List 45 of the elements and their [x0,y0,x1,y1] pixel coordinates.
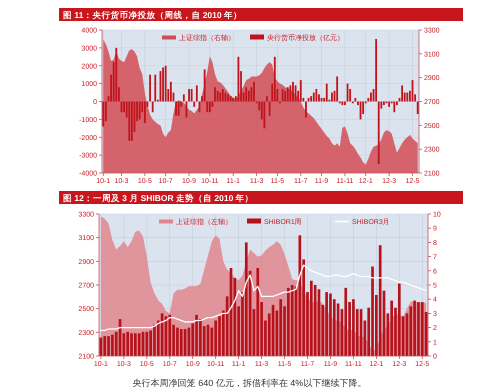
bar [290,285,294,356]
bar [318,289,320,356]
bar [145,332,148,356]
bar [256,268,260,356]
bar [325,292,328,356]
bar [417,302,420,356]
bar [130,333,133,356]
bar [103,336,106,356]
bar [310,280,313,356]
bar [352,299,355,356]
bar [390,300,393,356]
bar [111,334,114,356]
bar [180,329,183,356]
bar [107,336,110,356]
bar [279,299,282,356]
bar [371,266,374,356]
bar [138,333,141,356]
bar [244,242,248,356]
text: 央行本周净回笼 640 亿元，拆借利率在 4%以下继续下降。 [132,378,366,388]
bar [164,316,168,356]
bar [420,302,424,356]
bar [142,332,144,356]
bar [344,288,348,356]
bar [360,309,362,356]
bar [100,338,102,356]
bar [153,324,156,356]
chart-title: 图 12：一周及 3 月 SHIBOR 走势（自 2010 年） [63,192,254,203]
bar [230,268,232,356]
bar [206,324,210,356]
bar [378,245,382,356]
bar [336,303,340,356]
line-series [100,264,427,332]
bar [188,328,190,356]
bar [134,333,137,356]
bar [126,332,130,356]
bar [413,300,416,356]
bar [176,328,179,356]
bar [329,294,332,356]
bar [398,284,401,356]
chart-title: 图 11：央行货币净投放（周线，自 2010 年） [63,10,242,20]
bar [287,288,290,356]
bar [272,304,274,356]
bar [195,314,198,356]
bar [118,319,122,356]
bar [184,329,186,356]
